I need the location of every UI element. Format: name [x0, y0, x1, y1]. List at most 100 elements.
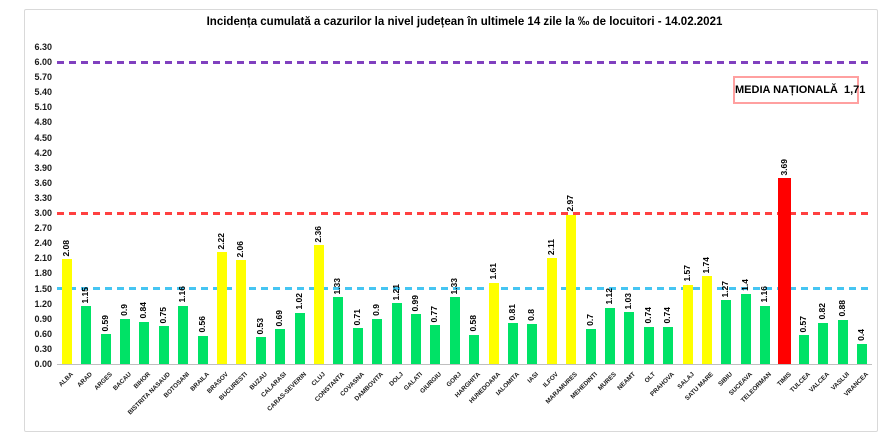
bar-braila	[197, 335, 208, 364]
bar-value-label: 2.97	[565, 195, 576, 212]
bar-value-label: 0.4	[856, 329, 867, 341]
y-tick-label: 0.30	[34, 343, 52, 354]
y-tick-label: 2.10	[34, 253, 52, 264]
bar-valcea	[818, 322, 829, 364]
bar-value-label: 0.59	[99, 314, 110, 332]
bar-bucuresti	[236, 260, 247, 364]
bar-dolj	[391, 303, 402, 364]
bar-value-label: 0.9	[118, 303, 129, 316]
bar-value-label: 0.8	[526, 308, 537, 321]
bar-ialomita	[508, 323, 518, 364]
bar-value-label: 0.71	[351, 308, 362, 326]
bar-value-label: 1.33	[448, 277, 459, 295]
bar-value-label: 0.7	[584, 313, 595, 326]
chart-title: Incidența cumulată a cazurilor la nivel …	[206, 16, 723, 28]
bar-value-label: 0.9	[371, 303, 382, 316]
bar-cluj	[313, 245, 324, 364]
y-tick-label: 1.20	[34, 298, 52, 309]
bar-value-label: 1.12	[604, 288, 615, 305]
y-tick-label: 4.80	[34, 117, 52, 128]
bar-calarasi	[275, 329, 286, 364]
y-tick-label: 0.00	[34, 359, 52, 369]
bar-value-label: 1.16	[177, 286, 188, 303]
bar-mehedinti	[585, 328, 596, 364]
bar-value-label: 0.57	[798, 315, 809, 333]
bar-alba	[61, 259, 72, 364]
national-average-box: MEDIA NAȚIONALĂ 1,71	[733, 76, 865, 104]
y-tick-label: 6.00	[34, 57, 52, 68]
bar-vaslui	[837, 319, 848, 364]
y-tick-label: 2.40	[34, 238, 52, 249]
y-tick-label: 3.00	[34, 208, 52, 219]
bar-value-label: 0.58	[468, 315, 479, 332]
cyan-dashed-line	[57, 287, 872, 291]
bar-value-label: 0.53	[254, 317, 265, 335]
bar-bihor	[139, 321, 150, 364]
y-tick-label: 5.70	[34, 72, 52, 83]
bar-gorj	[449, 297, 460, 364]
y-tick-label: 6.30	[34, 42, 52, 52]
bar-value-label: 2.08	[60, 239, 71, 257]
bar-botosani	[178, 305, 189, 364]
y-tick-label: 0.60	[34, 328, 52, 339]
bar-value-label: 1.61	[487, 263, 498, 280]
bar-value-label: 1.21	[390, 283, 401, 301]
bar-value-label: 0.81	[507, 303, 517, 321]
bar-value-label: 0.88	[836, 300, 847, 317]
bar-galati	[410, 314, 421, 364]
bar-harghita	[469, 334, 480, 364]
bar-value-label: 2.36	[312, 225, 323, 243]
bar-iasi	[527, 323, 538, 364]
bar-value-label: 1.27	[720, 280, 731, 298]
bar-value-label: 1.33	[332, 277, 343, 295]
bar-value-label: 1.03	[623, 292, 634, 310]
bar-timis	[778, 178, 792, 364]
bar-salaj	[682, 285, 693, 364]
y-tick-label: 2.70	[34, 223, 52, 234]
bar-vrancea	[857, 343, 868, 364]
bar-constanta	[333, 297, 344, 364]
bar-covasna	[352, 328, 363, 364]
bar-value-label: 0.74	[642, 307, 653, 324]
bar-buzau	[255, 337, 266, 364]
x-axis-line	[57, 364, 872, 365]
bar-value-label: 0.82	[817, 303, 828, 320]
y-tick-label: 3.60	[34, 177, 52, 188]
bar-mures	[605, 307, 616, 364]
bar-suceava	[740, 293, 751, 364]
bar-arad	[81, 306, 92, 364]
bar-ilfov	[546, 257, 557, 364]
bar-teleorman	[760, 305, 771, 364]
purple-dashed-line	[57, 60, 872, 64]
bar-prahova	[663, 326, 674, 364]
y-tick-label: 5.40	[34, 87, 52, 98]
bar-value-label: 1.4	[739, 278, 750, 291]
bar-value-label: 3.69	[778, 158, 789, 176]
bar-value-label: 2.06	[235, 240, 246, 258]
bar-hunedoara	[488, 282, 499, 364]
bar-value-label: 0.69	[274, 309, 285, 327]
bar-sibiu	[721, 300, 732, 364]
red-dashed-line	[57, 211, 872, 215]
bar-value-label: 2.11	[545, 238, 556, 255]
bar-giurgiu	[430, 325, 441, 364]
bar-value-label: 1.16	[759, 286, 770, 303]
y-tick-label: 3.90	[34, 162, 52, 173]
bar-value-label: 0.84	[138, 302, 149, 319]
bar-olt	[643, 326, 654, 364]
y-tick-label: 3.30	[34, 192, 52, 203]
bar-value-label: 1.74	[701, 256, 712, 274]
bar-value-label: 1.15	[80, 286, 91, 304]
bar-neamt	[624, 312, 635, 364]
bar-caras-severin	[294, 312, 305, 364]
y-tick-label: 4.50	[34, 132, 52, 143]
bar-value-label: 0.99	[409, 294, 420, 312]
bar-arges	[100, 334, 111, 364]
y-tick-label: 1.50	[34, 283, 52, 294]
y-tick-label: 4.20	[34, 147, 52, 158]
y-tick-label: 1.80	[34, 268, 52, 279]
bar-brasov	[216, 252, 227, 364]
y-tick-label: 0.90	[34, 313, 52, 324]
